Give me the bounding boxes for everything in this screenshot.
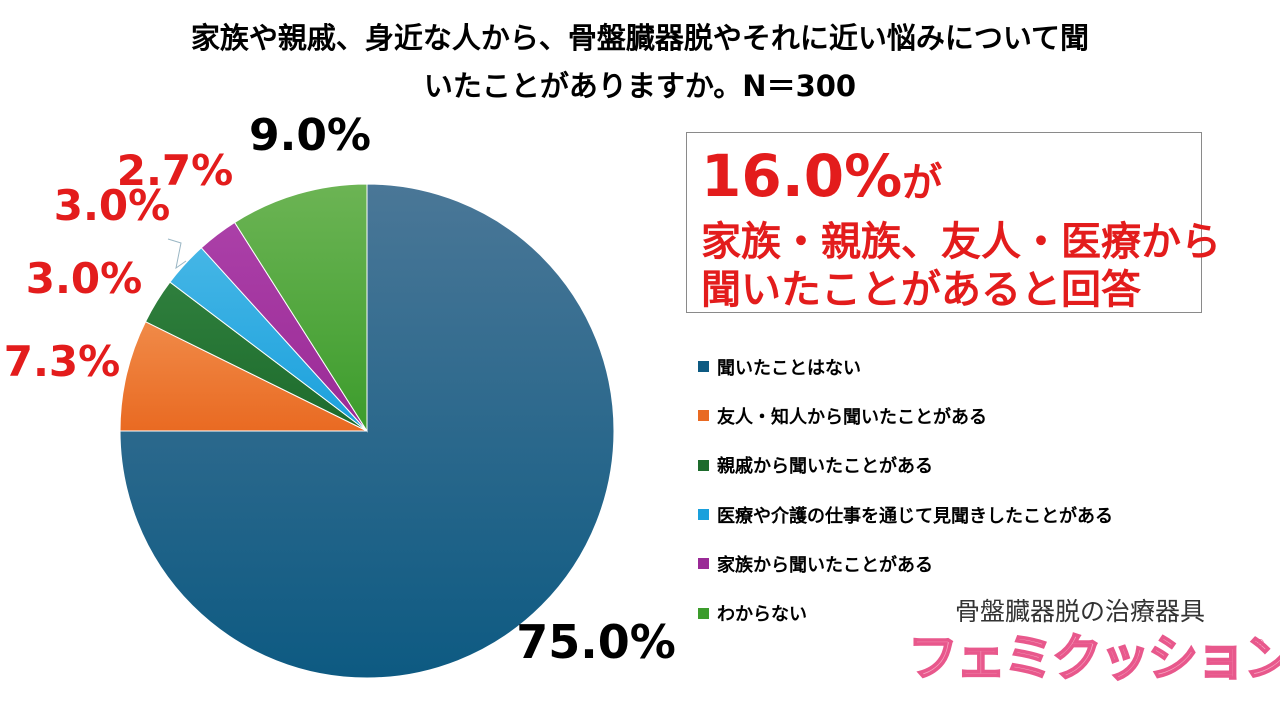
brand-subtitle: 骨盤臓器脱の治療器具 (955, 597, 1206, 626)
title-line-2: いたことがありますか。N＝300 (423, 69, 857, 103)
callout-line-2: 聞いたことがあると回答 (701, 267, 1141, 313)
callout-line-1: 家族・親族、友人・医療から (701, 219, 1221, 265)
legend-item: 友人・知人から聞いたことがある (698, 391, 1113, 440)
legend-item: 家族から聞いたことがある (698, 539, 1113, 588)
callout-box: 16.0%が 家族・親族、友人・医療から 聞いたことがあると回答 (686, 132, 1221, 313)
legend-label: 医療や介護の仕事を通じて見聞きしたことがある (717, 505, 1113, 527)
legend-label: わからない (717, 604, 807, 626)
title-line-1: 家族や親戚、身近な人から、骨盤臓器脱やそれに近い悩みについて聞 (190, 21, 1090, 55)
slice-data-label: 7.3% (4, 337, 120, 386)
callout-percentage: 16.0% (701, 142, 903, 210)
label-leader-line (167, 238, 187, 270)
callout-suffix: が (902, 160, 943, 206)
slice-data-label: 3.0% (54, 181, 170, 230)
legend-item: 医療や介護の仕事を通じて見聞きしたことがある (698, 490, 1113, 539)
legend-label: 友人・知人から聞いたことがある (717, 406, 987, 428)
slice-data-label: 3.0% (26, 254, 142, 303)
legend-swatch (698, 607, 709, 619)
registered-mark: ® (1255, 638, 1265, 649)
chart-title: 家族や親戚、身近な人から、骨盤臓器脱やそれに近い悩みについて聞 いたことがありま… (100, 14, 1180, 110)
slice-data-label: 9.0% (249, 110, 371, 161)
brand-logo: フェミクッション (907, 629, 1280, 687)
legend-item: 聞いたことはない (698, 342, 1113, 391)
legend-swatch (698, 459, 709, 471)
slice-data-label: 2.7% (117, 146, 233, 195)
pie-slice (119, 320, 368, 432)
legend-item: わからない (698, 588, 1113, 637)
legend-swatch (698, 558, 709, 570)
slice-data-label: 75.0% (516, 615, 676, 669)
legend-label: 親戚から聞いたことがある (717, 456, 933, 478)
chart-legend: 聞いたことはない友人・知人から聞いたことがある 親戚から聞いたことがある医療や介護… (698, 342, 1113, 638)
pie-slice (233, 183, 368, 433)
legend-swatch (698, 410, 709, 422)
legend-label: 家族から聞いたことがある (717, 554, 933, 576)
pie-slice (119, 183, 615, 679)
legend-item: 親戚から聞いたことがある (698, 441, 1113, 490)
legend-swatch (698, 361, 709, 373)
legend-swatch (698, 509, 709, 521)
legend-label: 聞いたことはない (717, 357, 861, 379)
